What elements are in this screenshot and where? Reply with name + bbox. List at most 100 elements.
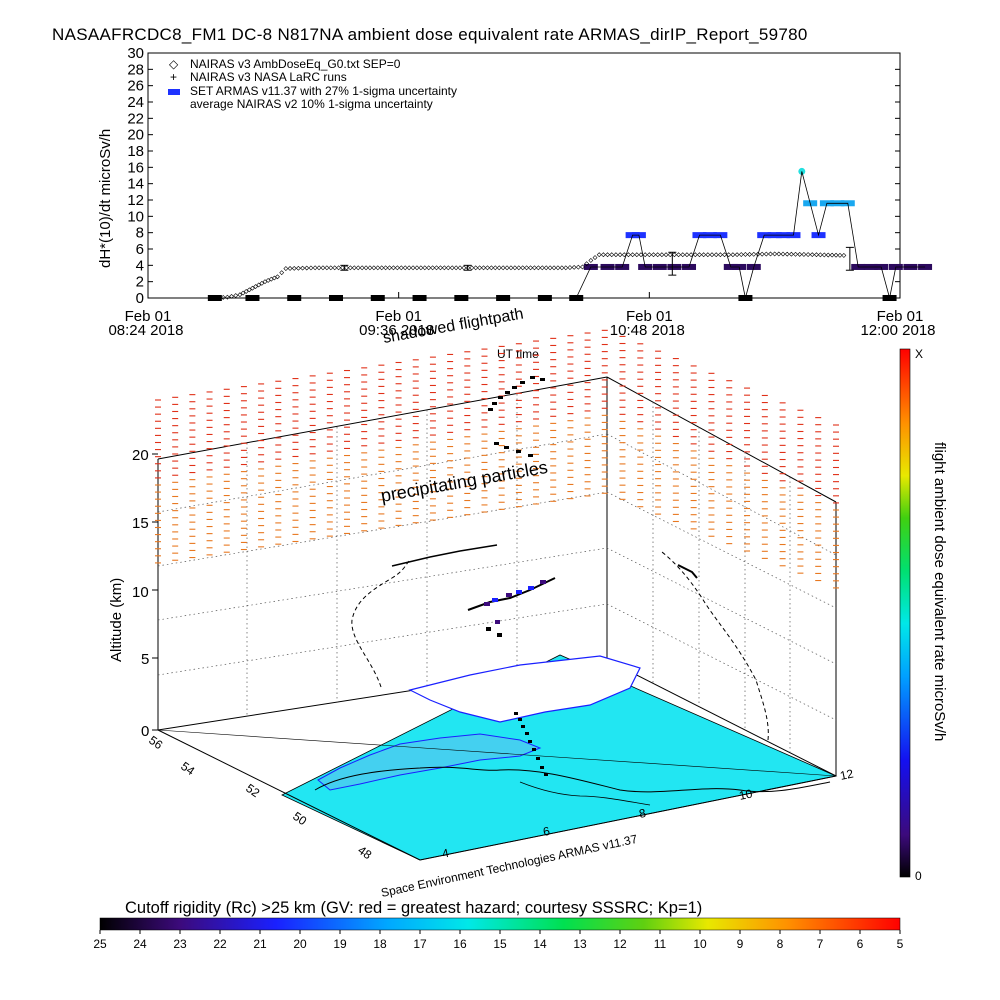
nairas-point [237, 292, 243, 298]
y-tick-label: 24 [127, 94, 144, 111]
rigidity-tick-label: 25 [93, 937, 107, 951]
nairas-point [825, 252, 831, 258]
altitude-axis-label: Altitude (km) [108, 578, 125, 662]
nairas-point [684, 252, 690, 258]
nairas-point [410, 265, 416, 271]
nairas-point [651, 252, 656, 258]
y-tick-label: 2 [136, 274, 144, 291]
map-land-west [317, 733, 542, 791]
legend-entry-armas: SET ARMAS v11.37 with 27% 1-sigma uncert… [190, 84, 457, 98]
y-tick-label: 16 [127, 159, 144, 176]
nairas-point [308, 265, 314, 271]
flightpath-segments [391, 544, 698, 611]
nairas-point [547, 265, 553, 271]
nairas-point [592, 255, 598, 260]
altitude-ticks: 0 5 10 15 20 [132, 447, 149, 740]
nairas-point [391, 265, 396, 271]
rigidity-tick-label: 22 [213, 937, 227, 951]
nairas-point [398, 265, 404, 271]
nairas-point [805, 252, 811, 257]
nairas-point [532, 265, 537, 271]
nairas-point [671, 252, 677, 258]
nairas-point [528, 265, 533, 271]
nairas-point [336, 265, 342, 271]
nairas-point [759, 251, 765, 257]
nairas-point [316, 265, 322, 271]
cutoff-rigidity-title: Cutoff rigidity (Rc) >25 km (GV: red = g… [125, 899, 702, 917]
rigidity-tick-label: 20 [293, 937, 307, 951]
legend-entry-nairas-v3: NAIRAS v3 AmbDoseEq_G0.txt SEP=0 [190, 57, 401, 71]
nairas-point [613, 252, 619, 258]
nairas-point [441, 265, 447, 271]
flightpath-3d: shadowed flightpath precipitating partic… [108, 305, 855, 899]
y-tick-label: 30 [127, 45, 144, 62]
nairas-point [250, 285, 255, 291]
nairas-point [520, 265, 526, 271]
legend-symbol-diamond: ◇ [169, 57, 179, 71]
nairas-point [256, 282, 262, 288]
svg-text:10: 10 [738, 786, 754, 803]
nairas-point [837, 252, 843, 258]
nairas-point [567, 265, 573, 271]
rigidity-tick-label: 24 [133, 937, 147, 951]
y-tick-label: 0 [136, 290, 144, 307]
y-tick-label: 4 [136, 257, 144, 274]
box-frame [157, 376, 837, 777]
nairas-point [438, 265, 443, 271]
nairas-point [747, 251, 753, 257]
nairas-point [379, 265, 385, 271]
precipitating-particles-field [155, 329, 839, 589]
nairas-point [605, 252, 610, 258]
rigidity-tick-label: 13 [573, 937, 587, 951]
nairas-point [363, 265, 369, 271]
nairas-point [488, 265, 494, 271]
svg-text:4: 4 [441, 846, 451, 861]
nairas-point [776, 251, 782, 257]
nairas-point [584, 261, 590, 267]
flightpath-dose-points [484, 580, 546, 637]
map-coastline [314, 766, 831, 793]
svg-text:20: 20 [132, 447, 149, 464]
precipitating-particles-label: precipitating particles [379, 457, 549, 506]
y-tick-label: 14 [127, 176, 144, 193]
nairas-point [461, 265, 467, 271]
legend-entry-larc: NAIRAS v3 NASA LaRC runs [190, 70, 347, 84]
y-axis-label: dH*(10)/dt microSv/h [97, 129, 114, 268]
nairas-point [496, 265, 502, 271]
plot-series [207, 167, 933, 301]
floor-edge-left [157, 729, 421, 861]
nairas-point [481, 265, 486, 271]
nairas-point [667, 252, 673, 258]
y-tick-label: 26 [127, 78, 144, 95]
nairas-point [751, 251, 757, 257]
nairas-point [713, 252, 719, 258]
svg-text:52: 52 [243, 781, 262, 800]
rigidity-tick-label: 7 [817, 937, 824, 951]
nairas-point [788, 251, 794, 257]
nairas-point [563, 265, 569, 271]
nairas-point [324, 265, 330, 271]
nairas-point [763, 251, 769, 257]
nairas-point [504, 265, 510, 271]
svg-text:12: 12 [839, 766, 855, 783]
nairas-point [477, 265, 483, 271]
nairas-point [320, 265, 326, 271]
rigidity-tick-label: 6 [857, 937, 864, 951]
svg-text:5: 5 [141, 651, 149, 668]
nairas-point [841, 253, 847, 258]
nairas-point [821, 252, 827, 258]
nairas-point [535, 265, 541, 271]
rigidity-tick-label: 12 [613, 937, 627, 951]
nairas-point [469, 265, 475, 271]
colorbar-top-label: X [915, 347, 923, 361]
latitude-ticks: 56 54 52 50 48 [146, 733, 374, 862]
nairas-point [742, 252, 748, 257]
nairas-point [291, 265, 297, 271]
rigidity-gradient [99, 917, 901, 931]
nairas-point [279, 270, 285, 276]
nairas-point [371, 265, 377, 271]
nairas-point [355, 265, 361, 271]
box-grid [157, 394, 837, 752]
nairas-point [383, 265, 389, 271]
floor-edge-front [157, 729, 837, 777]
